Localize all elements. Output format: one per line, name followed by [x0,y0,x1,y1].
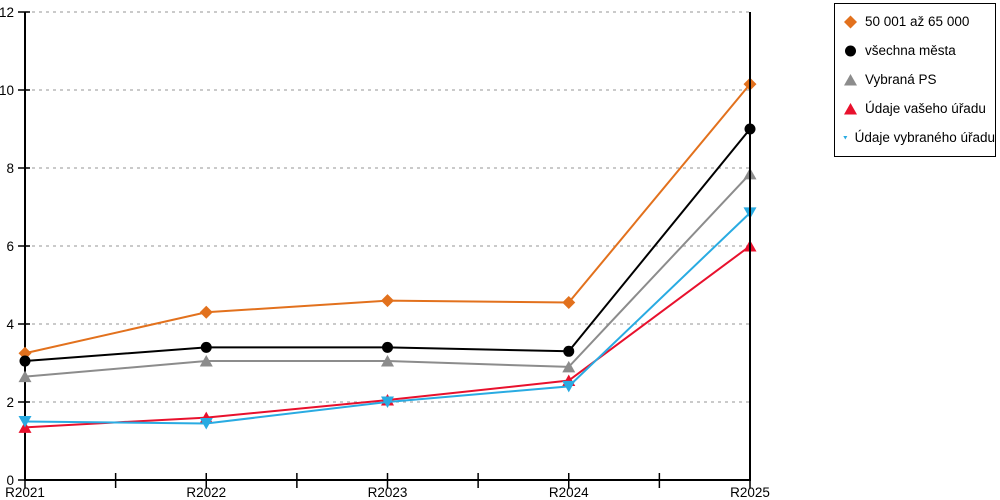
x-tick-label: R2021 [5,485,45,500]
y-tick-label: 2 [6,395,14,410]
y-tick-label: 8 [6,161,14,176]
x-tick-label: R2024 [549,485,589,500]
x-tick-label: R2022 [186,485,226,500]
legend-label: 50 001 až 65 000 [865,14,970,29]
legend: 50 001 až 65 000 všechna města Vybraná PS Ú… [834,3,996,157]
legend-label: Údaje vybraného úřadu [854,130,995,145]
legend-item: Údaje vybraného úřadu [835,123,995,152]
diamond-icon [844,15,857,29]
y-tick-label: 6 [6,239,14,254]
triangle-up-icon [562,360,576,373]
x-tick-label: R2025 [730,485,770,500]
circle-icon [382,341,393,353]
diamond-icon [844,15,857,29]
series-line [24,83,751,355]
triangle-up-icon [18,370,32,383]
triangle-up-icon [844,103,857,115]
legend-item: 50 001 až 65 000 [835,7,995,36]
triangle-down-icon [843,135,848,140]
triangle-up-icon [844,74,857,86]
legend-item: Vybraná PS [835,65,995,94]
circle-icon [845,45,856,57]
triangle-up-icon [844,74,857,86]
circle-icon [200,341,212,353]
circle-icon [19,355,31,367]
y-tick-label: 0 [6,473,14,488]
triangle-up-icon [381,355,394,367]
triangle-down-icon [381,396,394,408]
diamond-icon [381,294,394,308]
series-1 [19,123,756,367]
y-tick-label: 12 [0,5,14,20]
series-0 [18,77,757,360]
triangle-down-icon [562,380,576,393]
legend-label: Vybraná PS [865,72,937,87]
y-tick-label: 10 [0,83,14,98]
series-line [24,212,751,425]
legend-item: Údaje vašeho úřadu [835,94,995,123]
legend-label: Údaje vašeho úřadu [865,101,986,116]
diamond-icon [199,305,213,319]
triangle-up-icon [844,103,857,115]
triangle-up-icon [199,355,213,367]
legend-item: všechna města [835,36,995,65]
circle-icon [563,345,575,357]
diamond-icon [562,296,576,310]
diamond-icon [18,346,32,360]
legend-label: všechna města [865,43,956,58]
triangle-down-icon [843,135,848,140]
triangle-down-icon [199,417,213,430]
x-tick-label: R2023 [368,485,408,500]
circle-icon [845,45,856,57]
y-tick-label: 4 [6,317,14,332]
series-2 [18,167,757,383]
triangle-down-icon [18,416,32,428]
